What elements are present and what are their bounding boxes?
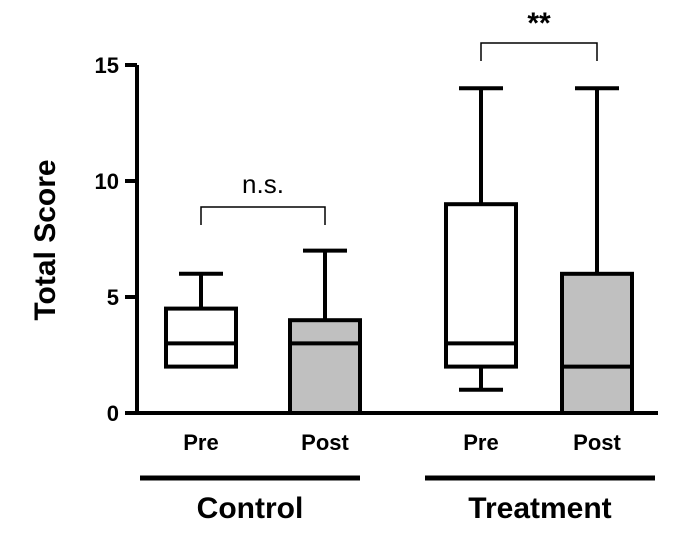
y-tick-label: 10: [95, 169, 119, 194]
significance-label: **: [527, 7, 551, 40]
box-control-pre: [164, 306, 238, 369]
labels: Total Score Pre Post Control n.s. Pre Post Tre…: [29, 7, 655, 525]
significance-bracket: [480, 42, 598, 61]
box-control-post: [288, 318, 362, 416]
category-label: Pre: [183, 430, 218, 455]
box-treatment-post: [560, 271, 634, 415]
group-label: Control: [197, 492, 304, 525]
y-tick-label: 15: [95, 53, 119, 78]
y-tick-label: 0: [107, 401, 119, 426]
category-label: Post: [573, 430, 621, 455]
boxes: [164, 86, 634, 416]
y-axis-label: Total Score: [29, 159, 62, 320]
category-label: Pre: [463, 430, 498, 455]
significance-label: n.s.: [242, 169, 284, 199]
box-treatment-pre: [444, 202, 518, 369]
category-label: Post: [301, 430, 349, 455]
group-label: Treatment: [468, 492, 611, 525]
y-tick-label: 5: [107, 285, 119, 310]
significance-bracket: [200, 206, 326, 225]
